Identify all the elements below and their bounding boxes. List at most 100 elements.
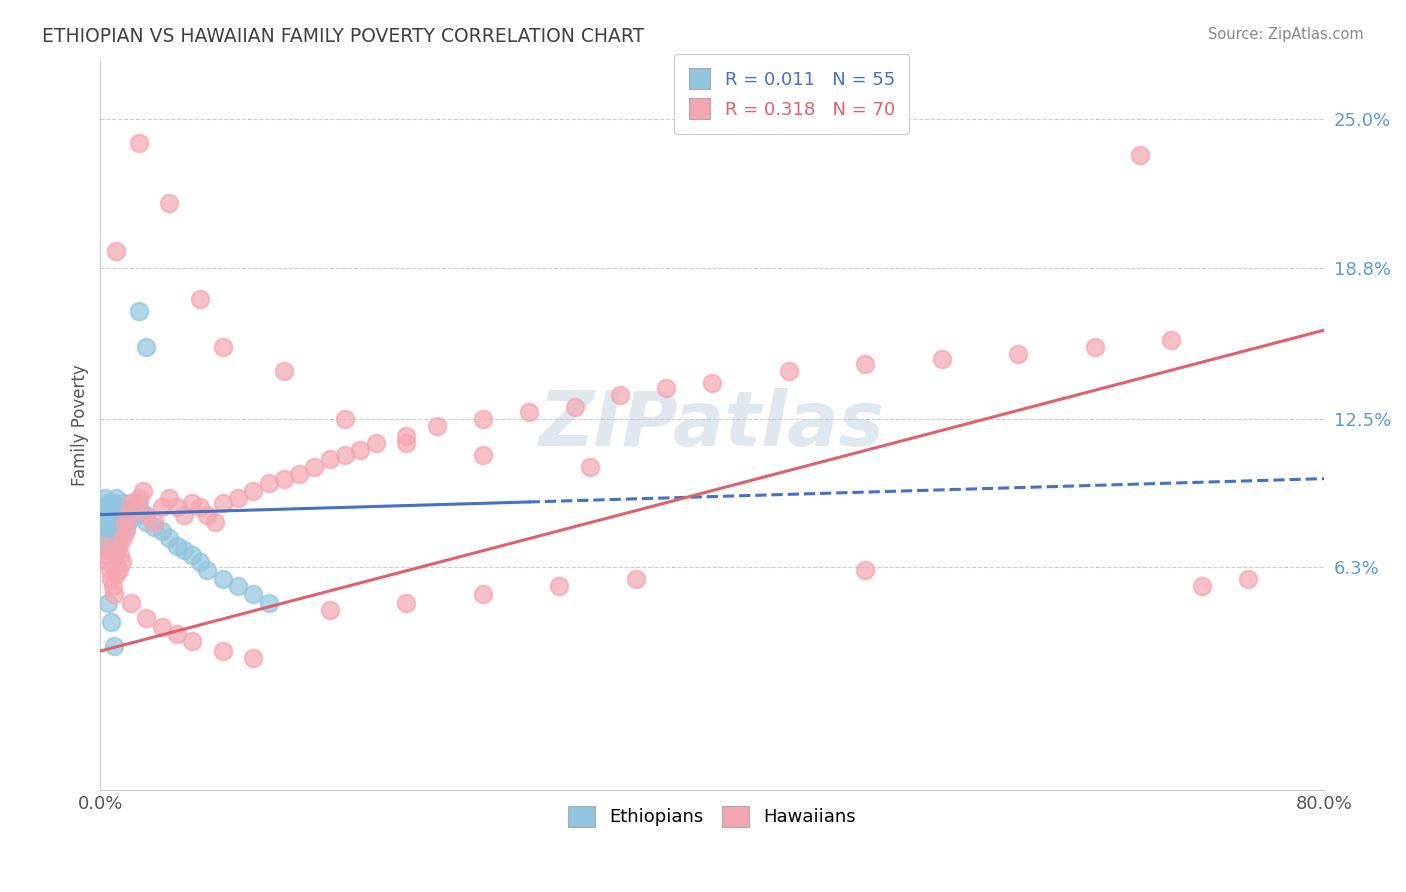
Point [157,196,180,211]
Point [702,376,724,390]
Point [188,292,211,306]
Point [319,603,342,617]
Point [173,508,195,522]
Point [349,442,371,457]
Point [110,500,132,515]
Point [100,508,122,522]
Point [135,515,157,529]
Point [150,500,173,515]
Point [101,579,124,593]
Point [97,596,120,610]
Point [97,543,120,558]
Point [111,508,134,522]
Point [471,586,494,600]
Point [107,532,129,546]
Point [197,508,219,522]
Point [226,491,249,505]
Point [257,596,280,610]
Point [104,524,127,539]
Point [98,524,121,539]
Point [211,644,233,658]
Point [157,491,180,505]
Point [188,500,211,515]
Point [931,351,953,366]
Point [101,539,124,553]
Point [115,519,138,533]
Point [112,495,135,509]
Point [135,508,157,522]
Point [104,491,127,505]
Point [104,508,127,522]
Point [96,548,118,562]
Text: ETHIOPIAN VS HAWAIIAN FAMILY POVERTY CORRELATION CHART: ETHIOPIAN VS HAWAIIAN FAMILY POVERTY COR… [42,27,644,45]
Point [304,459,326,474]
Point [150,524,173,539]
Point [103,586,125,600]
Point [395,435,418,450]
Point [97,515,120,529]
Point [132,508,155,522]
Point [101,515,124,529]
Point [94,491,117,505]
Point [181,495,204,509]
Point [204,515,226,529]
Point [778,364,800,378]
Point [128,491,150,505]
Point [166,539,188,553]
Point [111,556,134,570]
Point [104,543,127,558]
Point [97,556,120,570]
Point [181,634,204,648]
Point [132,483,155,498]
Point [395,596,418,610]
Point [211,572,233,586]
Point [395,428,418,442]
Point [142,519,165,533]
Point [103,500,125,515]
Point [97,495,120,509]
Point [93,508,115,522]
Point [104,244,127,259]
Point [1084,340,1107,354]
Point [96,500,118,515]
Point [122,500,145,515]
Point [471,448,494,462]
Point [242,483,264,498]
Point [103,639,125,653]
Point [135,610,157,624]
Point [157,532,180,546]
Point [548,579,571,593]
Point [107,563,129,577]
Point [135,340,157,354]
Point [166,500,188,515]
Point [120,508,142,522]
Point [853,563,876,577]
Legend: Ethiopians, Hawaiians: Ethiopians, Hawaiians [560,797,865,836]
Point [112,515,135,529]
Point [120,495,142,509]
Point [103,524,125,539]
Point [333,411,356,425]
Point [564,400,586,414]
Point [128,136,150,151]
Point [579,459,602,474]
Text: ZIPatlas: ZIPatlas [538,388,886,462]
Point [288,467,311,481]
Point [114,515,136,529]
Text: Source: ZipAtlas.com: Source: ZipAtlas.com [1208,27,1364,42]
Point [173,543,195,558]
Point [110,519,132,533]
Point [197,563,219,577]
Point [96,532,118,546]
Point [115,524,138,539]
Point [110,548,132,562]
Point [150,620,173,634]
Point [333,448,356,462]
Point [242,586,264,600]
Point [105,519,128,533]
Point [1007,347,1029,361]
Point [122,500,145,515]
Point [226,579,249,593]
Point [104,567,127,582]
Point [426,419,449,434]
